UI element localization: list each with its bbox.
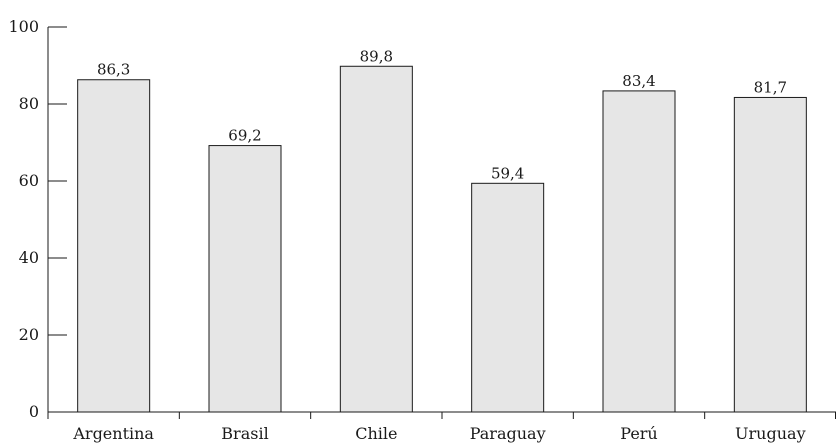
bar-value-label: 81,7: [754, 78, 787, 96]
value-labels: 86,3 69,2 89,8 59,4 83,4 81,7: [97, 47, 787, 182]
bar-value-label: 69,2: [228, 127, 261, 145]
x-category-label: Brasil: [221, 424, 268, 443]
bar-value-label: 83,4: [622, 72, 655, 90]
x-category-label: Chile: [355, 424, 397, 443]
x-category-label: Uruguay: [735, 424, 806, 443]
y-tick-label: 20: [19, 325, 39, 344]
bar-brasil: [208, 145, 282, 413]
bar-value-label: 89,8: [360, 47, 393, 65]
y-tick-label: 60: [19, 171, 39, 190]
bar-argentina: [77, 79, 151, 413]
y-tick-label: 40: [19, 248, 39, 267]
x-category-label: Perú: [620, 424, 657, 443]
bar-per-: [602, 90, 676, 413]
x-axis: Argentina Brasil Chile Paraguay Perú Uruguay: [47, 411, 836, 443]
y-tick-label: 80: [19, 94, 39, 113]
bar-chile: [339, 65, 413, 413]
bars: [77, 65, 807, 413]
bar-paraguay: [471, 182, 545, 413]
x-category-label: Argentina: [72, 424, 154, 443]
bar-value-label: 59,4: [491, 164, 524, 182]
y-axis: 0 20 40 60 80 100: [8, 17, 67, 421]
y-tick-label: 0: [29, 402, 39, 421]
bar-uruguay: [733, 96, 807, 413]
bar-value-label: 86,3: [97, 61, 130, 79]
x-category-label: Paraguay: [470, 424, 546, 443]
y-tick-label: 100: [8, 17, 39, 36]
